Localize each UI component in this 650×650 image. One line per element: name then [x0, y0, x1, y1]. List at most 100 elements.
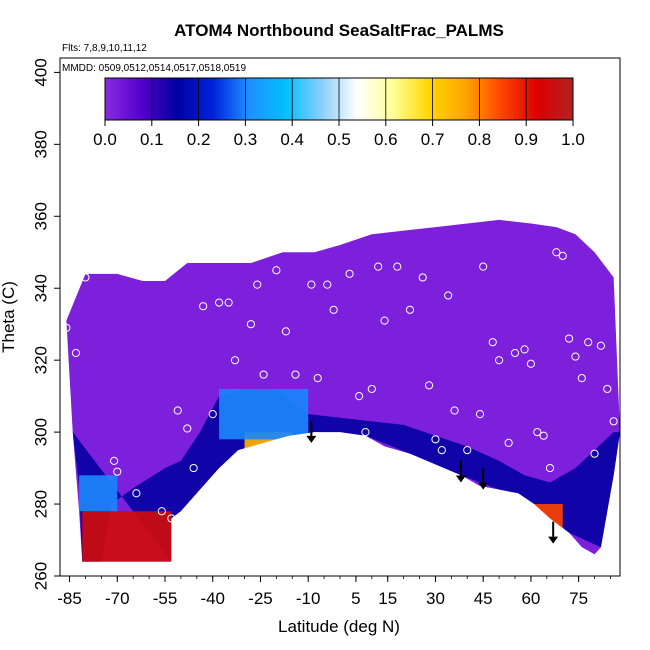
dates-info: MMDD: 0509,0512,0514,0517,0518,0519 [62, 63, 246, 74]
sample-point [281, 327, 291, 336]
x-tick-label: -55 [153, 589, 178, 608]
sample-point [230, 356, 240, 365]
sample-point [393, 262, 402, 271]
sample-point [577, 374, 586, 383]
sample-point [361, 428, 370, 437]
heatmap-region-mid-lat-gradient [219, 388, 309, 440]
sample-point [539, 431, 548, 440]
arrow-marker [548, 521, 559, 544]
heatmap-band [72, 388, 620, 562]
chart-title: ATOM4 Northbound SeaSaltFrac_PALMS [174, 21, 504, 40]
sample-point [609, 417, 618, 426]
colorbar-tick-label: 0.8 [468, 130, 492, 149]
sample-point [526, 359, 536, 368]
y-tick-label: 300 [31, 418, 50, 446]
sample-points [62, 248, 618, 523]
sample-point [431, 435, 440, 444]
colorbar-tick-label: 0.5 [327, 130, 351, 149]
sample-point [374, 262, 383, 271]
colorbar-tick-label: 1.0 [561, 130, 585, 149]
y-tick-label: 380 [31, 130, 50, 158]
arrow-marker [306, 420, 317, 443]
colorbar-tick-label: 0.0 [93, 130, 117, 149]
arrow-marker [478, 467, 489, 490]
x-tick-label: 75 [569, 589, 588, 608]
x-tick-label: 5 [351, 589, 360, 608]
sample-point [444, 291, 453, 300]
colorbar-tick-label: 0.4 [280, 130, 304, 149]
sample-point [157, 507, 166, 516]
y-tick-label: 260 [31, 562, 50, 590]
y-axis: 260 280 300 320 340 360 380 400 [31, 58, 60, 590]
sample-point [224, 298, 233, 307]
x-tick-label: -40 [200, 589, 225, 608]
sample-point [199, 302, 208, 311]
sample-point [253, 280, 262, 289]
y-tick-label: 340 [31, 274, 50, 302]
sample-point [367, 384, 376, 394]
y-tick-label: 320 [31, 346, 50, 374]
x-axis-title: Latitude (deg N) [278, 617, 400, 636]
y-tick-label: 400 [31, 58, 50, 86]
sample-point [323, 280, 332, 289]
heatmap-region-southern-edge-transition [79, 475, 118, 512]
sample-point [173, 406, 182, 415]
sample-point [132, 489, 141, 498]
sample-point [113, 467, 122, 476]
sample-point [109, 456, 119, 465]
y-tick-label: 360 [31, 202, 50, 230]
sample-point [437, 445, 446, 455]
y-axis-title: Theta (C) [0, 281, 18, 353]
colorbar-tick-label: 0.6 [374, 130, 398, 149]
sample-point [520, 345, 529, 354]
colorbar-tick-label: 0.2 [187, 130, 211, 149]
sample-point [558, 251, 567, 260]
sample-point [329, 305, 338, 314]
sample-point [189, 463, 198, 473]
sample-point [81, 273, 90, 282]
sample-point [584, 338, 593, 347]
sample-point [463, 445, 472, 455]
sample-point [313, 374, 322, 383]
sample-point [167, 514, 176, 523]
sample-point [596, 341, 606, 350]
sample-point [552, 248, 561, 257]
sample-point [208, 410, 217, 419]
colorbar-tick-label: 0.3 [234, 130, 258, 149]
sample-point [424, 381, 434, 390]
colorbar-tick-label: 0.9 [514, 130, 538, 149]
sample-point [494, 356, 504, 365]
x-tick-label: -10 [296, 589, 321, 608]
colorbar-tick-label: 0.1 [140, 130, 164, 149]
sample-point [183, 424, 192, 433]
flights-info: Flts: 7,8,9,10,11,12 [62, 43, 147, 54]
colorbar-ticks: 0.0 0.1 0.2 0.3 0.4 0.5 0.6 0.7 0.8 0.9 1.0 [93, 78, 585, 149]
colorbar-tick-label: 0.7 [421, 130, 445, 149]
sample-point [62, 323, 71, 332]
sample-point [504, 438, 513, 448]
sample-point [571, 352, 580, 361]
sample-point [380, 316, 389, 325]
x-tick-label: 30 [426, 589, 445, 608]
no-data-region [171, 432, 601, 576]
sample-point [418, 273, 427, 282]
x-tick-label: -70 [105, 589, 130, 608]
sample-point [259, 370, 268, 379]
sample-point [71, 348, 81, 358]
sample-point [488, 338, 497, 347]
heatmap-region-antarctic-high-fraction [82, 511, 172, 562]
sample-point [590, 449, 599, 458]
sample-point [291, 370, 300, 379]
sample-point [450, 406, 459, 415]
x-tick-label: -85 [57, 589, 82, 608]
colorbar: 0.0 0.1 0.2 0.3 0.4 0.5 0.6 0.7 0.8 0.9 1.0 [93, 77, 585, 149]
sample-point [405, 305, 415, 314]
arrow-marker [455, 460, 466, 483]
sample-point [354, 392, 364, 401]
sample-point [272, 266, 281, 275]
heatmap-field [66, 219, 620, 576]
sample-point [533, 428, 542, 437]
x-tick-label: 45 [474, 589, 493, 608]
sample-point [307, 280, 316, 289]
